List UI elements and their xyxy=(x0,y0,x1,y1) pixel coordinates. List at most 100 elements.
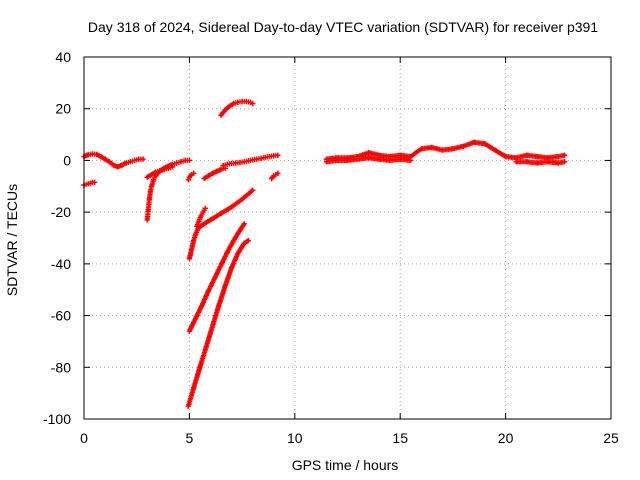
data-point xyxy=(250,157,256,163)
data-point xyxy=(229,204,235,210)
data-point xyxy=(203,219,209,226)
data-point xyxy=(201,175,207,182)
data-point xyxy=(203,344,209,350)
series-arc-d xyxy=(144,164,176,180)
data-point xyxy=(153,169,159,175)
y-tick-label: 20 xyxy=(55,101,71,117)
data-point xyxy=(241,221,247,227)
data-point xyxy=(207,217,214,223)
data-point xyxy=(258,155,264,161)
data-point xyxy=(241,240,247,246)
data-point xyxy=(418,146,424,152)
data-point xyxy=(198,213,204,219)
data-point xyxy=(186,256,192,262)
series-arc-e xyxy=(185,170,197,183)
data-point xyxy=(243,98,249,105)
series-arc-l xyxy=(218,98,256,118)
x-axis-label: GPS time / hours xyxy=(292,457,399,473)
data-point xyxy=(210,170,216,176)
x-tick-label: 20 xyxy=(498,430,514,446)
data-point xyxy=(127,159,133,165)
data-point xyxy=(169,164,176,170)
grid-lines xyxy=(84,57,611,419)
x-tick-label: 25 xyxy=(603,430,619,446)
data-point xyxy=(237,159,243,166)
data-point xyxy=(534,160,540,166)
data-point xyxy=(344,157,351,163)
series-arc-a xyxy=(81,151,146,170)
x-tick-labels: 0 5 10 15 20 25 xyxy=(80,430,619,446)
data-point xyxy=(85,181,91,187)
data-point xyxy=(334,157,340,163)
data-point xyxy=(94,151,100,158)
data-point xyxy=(191,238,197,244)
data-point xyxy=(231,238,237,244)
data-point xyxy=(119,162,125,168)
data-point xyxy=(355,156,361,162)
data-point xyxy=(218,166,224,173)
data-point xyxy=(199,222,205,228)
data-point xyxy=(102,156,108,162)
data-point xyxy=(185,403,191,409)
data-point xyxy=(202,205,208,211)
data-point xyxy=(200,209,206,215)
y-tick-label: -100 xyxy=(43,411,71,427)
data-point xyxy=(254,156,260,162)
series-arc-o xyxy=(323,155,414,165)
data-point xyxy=(144,174,150,180)
data-point xyxy=(222,107,228,113)
y-tick-label: 0 xyxy=(63,152,71,168)
data-point xyxy=(205,173,211,179)
data-point xyxy=(222,283,228,289)
data-point xyxy=(178,159,184,165)
data-point xyxy=(145,207,151,213)
data-point xyxy=(229,265,235,271)
series-arc-m xyxy=(269,170,281,182)
series-arc-g xyxy=(220,152,281,169)
data-point xyxy=(534,154,540,160)
data-point xyxy=(524,159,530,165)
data-point xyxy=(148,183,155,189)
data-point xyxy=(439,147,445,153)
data-point xyxy=(387,157,393,163)
data-point xyxy=(115,164,121,170)
x-tick-label: 15 xyxy=(392,430,408,446)
y-axis-label: SDTVAR / TECUs xyxy=(4,184,20,296)
series-arc-k xyxy=(185,238,251,409)
data-point xyxy=(241,159,247,165)
data-point xyxy=(323,159,329,165)
data-point xyxy=(239,196,245,202)
y-tick-labels: -100 -80 -60 -40 -20 0 20 40 xyxy=(43,49,71,427)
y-tick-label: -80 xyxy=(51,359,71,375)
data-point xyxy=(188,247,195,253)
x-tick-label: 10 xyxy=(287,430,303,446)
data-point xyxy=(91,179,98,185)
series-arc-n xyxy=(323,139,568,162)
data-point xyxy=(460,143,466,149)
data-point xyxy=(224,161,230,167)
data-point xyxy=(376,156,382,162)
data-point xyxy=(174,160,180,166)
data-point xyxy=(218,112,224,118)
y-tick-label: -60 xyxy=(51,308,71,324)
data-point xyxy=(562,159,568,165)
data-point xyxy=(210,323,216,329)
x-tick-label: 5 xyxy=(186,430,194,446)
data-point xyxy=(197,364,203,370)
data-point xyxy=(193,315,199,321)
series-arc-j xyxy=(186,221,247,334)
data-point xyxy=(450,146,456,152)
data-point xyxy=(235,99,241,105)
data-point xyxy=(471,139,477,145)
data-point xyxy=(147,188,153,195)
data-point xyxy=(161,166,167,173)
data-point xyxy=(216,302,222,308)
data-point xyxy=(366,155,372,161)
data-point xyxy=(513,159,519,165)
data-point xyxy=(226,103,233,109)
series-arc-h xyxy=(186,187,256,262)
data-point xyxy=(555,160,561,166)
data-point xyxy=(191,385,197,391)
data-point xyxy=(245,158,251,164)
